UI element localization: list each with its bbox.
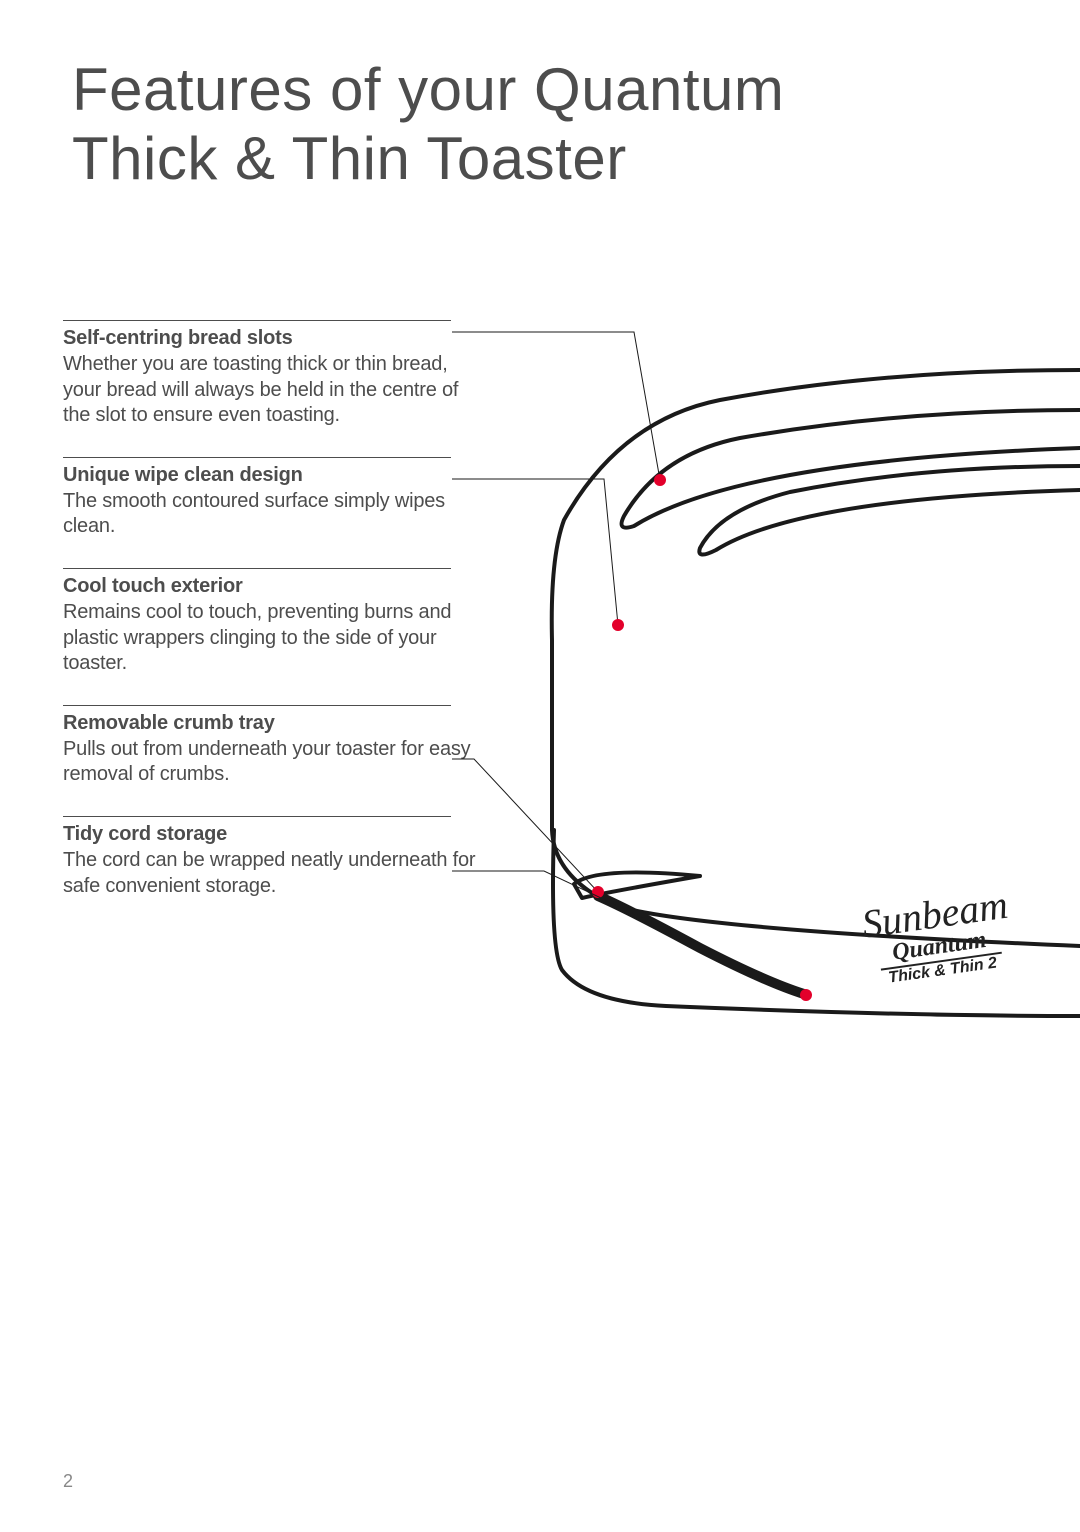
page-title: Features of your Quantum Thick & Thin To… [72,55,784,193]
feature-rule [63,320,451,321]
feature-list: Self-centring bread slots Whether you ar… [63,320,483,927]
feature-title: Tidy cord storage [63,823,483,846]
feature-item: Removable crumb tray Pulls out from unde… [63,705,483,788]
feature-title: Cool touch exterior [63,575,483,598]
feature-rule [63,705,451,706]
feature-title: Self-centring bread slots [63,327,483,350]
feature-item: Tidy cord storage The cord can be wrappe… [63,816,483,899]
feature-rule [63,457,451,458]
feature-body: Pulls out from underneath your toaster f… [63,737,483,788]
feature-title: Removable crumb tray [63,712,483,735]
page: Features of your Quantum Thick & Thin To… [0,0,1080,1532]
feature-title: Unique wipe clean design [63,464,483,487]
title-line-1: Features of your Quantum [72,56,784,123]
feature-rule [63,568,451,569]
title-line-2: Thick & Thin Toaster [72,125,627,192]
feature-body: Remains cool to touch, preventing burns … [63,600,483,677]
feature-rule [63,816,451,817]
feature-body: The cord can be wrapped neatly underneat… [63,848,483,899]
feature-item: Unique wipe clean design The smooth cont… [63,457,483,540]
feature-body: The smooth contoured surface simply wipe… [63,489,483,540]
page-number: 2 [63,1471,73,1492]
feature-item: Self-centring bread slots Whether you ar… [63,320,483,429]
feature-item: Cool touch exterior Remains cool to touc… [63,568,483,677]
product-logo: Sunbeam Quantum Thick & Thin 2 [783,870,1080,1001]
feature-body: Whether you are toasting thick or thin b… [63,352,483,429]
